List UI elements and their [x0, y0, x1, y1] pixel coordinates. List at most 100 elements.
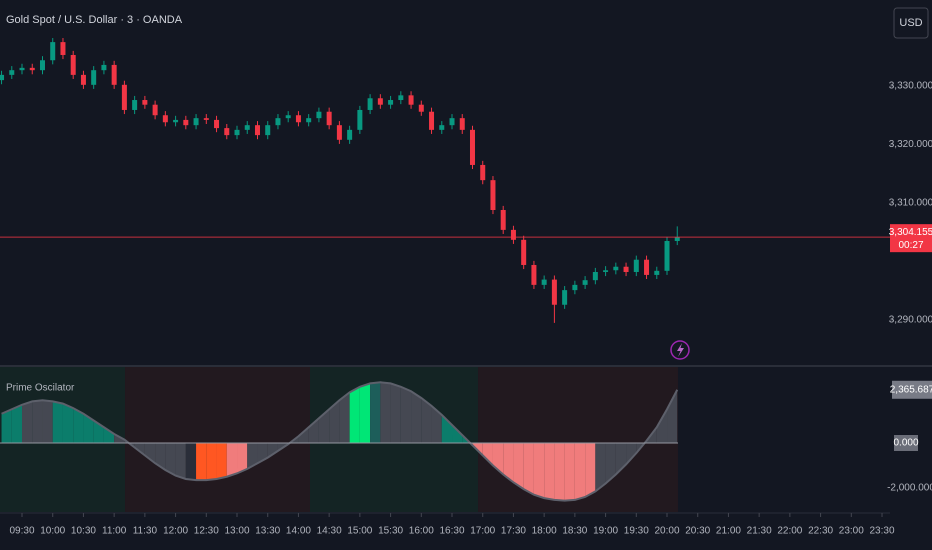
oscillator-fill	[329, 400, 340, 443]
y-tick-label: 3,290.000	[889, 315, 932, 326]
x-tick-label: 17:00	[470, 526, 495, 537]
oscillator-fill	[1, 409, 12, 443]
candle-body	[367, 98, 373, 110]
x-tick-label: 18:00	[532, 526, 557, 537]
oscillator-fill	[32, 400, 43, 443]
oscillator-fill	[554, 442, 565, 501]
candle-body	[193, 118, 199, 126]
candle-body	[490, 180, 496, 210]
candle-body	[254, 125, 260, 136]
oscillator-fill	[206, 442, 217, 481]
candle-body	[388, 100, 394, 105]
x-tick-label: 11:00	[102, 526, 127, 537]
candle-body	[295, 115, 301, 123]
candle-body	[623, 266, 629, 272]
candle-body	[19, 67, 25, 71]
last-price-box	[890, 224, 932, 253]
oscillator-fill	[339, 392, 350, 443]
candle-body	[551, 279, 557, 305]
oscillator-line	[1, 381, 679, 502]
y-tick-label: 0.000	[893, 438, 918, 449]
candle-body	[326, 111, 332, 126]
candle-body	[214, 119, 220, 129]
candle-body	[633, 259, 639, 272]
candle-body	[418, 104, 424, 112]
candle-body	[101, 64, 107, 71]
x-tick-label: 16:00	[409, 526, 434, 537]
candle-body	[111, 64, 117, 85]
oscillator-fill	[62, 403, 74, 443]
candle-body	[439, 125, 445, 130]
background-zone	[125, 367, 311, 512]
candle-body	[459, 118, 465, 130]
x-tick-label: 20:30	[685, 526, 710, 537]
candle-body	[357, 109, 363, 130]
x-tick-label: 23:30	[869, 526, 894, 537]
candle-body	[234, 129, 240, 136]
y-tick-label: -2,000.000	[887, 483, 932, 494]
candle-body	[306, 118, 312, 123]
oscillator-fill	[370, 382, 381, 443]
x-tick-label: 23:00	[839, 526, 864, 537]
candle-body	[531, 264, 537, 285]
x-tick-label: 16:30	[439, 526, 464, 537]
x-tick-label: 19:30	[624, 526, 649, 537]
last-value-box	[892, 380, 932, 399]
candle-body	[398, 95, 404, 101]
candle-body	[316, 111, 322, 119]
x-tick-label: 10:00	[40, 526, 65, 537]
candle-body	[664, 240, 670, 271]
oscillator-fill	[73, 408, 84, 443]
y-tick-box	[894, 434, 918, 451]
candle-body	[480, 164, 486, 181]
oscillator-fill	[196, 442, 207, 481]
oscillator-fill	[155, 442, 166, 470]
oscillator-fill	[431, 405, 442, 443]
event-icon[interactable]	[670, 340, 690, 360]
x-tick-label: 19:00	[593, 526, 618, 537]
oscillator-fill	[605, 442, 616, 484]
candle-body	[500, 209, 506, 230]
candle-body	[9, 70, 15, 75]
candle-body	[469, 129, 475, 165]
candle-body	[91, 70, 97, 85]
axes: 0.000 -2,000.000 2,365.687 3,304.155 00:27 3,…	[9, 81, 932, 537]
candle-body	[50, 42, 56, 61]
candle-body	[70, 54, 76, 75]
y-tick-label: 3,320.000	[889, 139, 932, 150]
oscillator-fill	[11, 404, 23, 443]
candle-body	[244, 125, 250, 130]
candle-body	[644, 259, 650, 275]
oscillator-fill	[626, 442, 637, 465]
oscillator-fill	[411, 391, 422, 443]
candle-body	[173, 119, 179, 123]
oscillator-fill	[83, 413, 94, 443]
x-tick-label: 15:30	[378, 526, 403, 537]
candle-body	[510, 229, 516, 240]
oscillator-fill	[359, 383, 371, 443]
currency-label[interactable]: USD	[899, 17, 922, 29]
oscillator	[0, 381, 679, 502]
candle-body	[347, 129, 353, 140]
candle-body	[203, 118, 209, 120]
candle-body	[408, 95, 414, 105]
oscillator-title: Prime Oscilator	[6, 383, 75, 394]
oscillator-fill	[22, 401, 33, 443]
y-tick-label: 3,310.000	[889, 198, 932, 209]
chart-title: Gold Spot / U.S. Dollar · 3 · OANDA	[6, 14, 183, 26]
candle-body	[613, 266, 619, 271]
oscillator-fill	[144, 442, 156, 464]
last-price-label: 3,304.155	[889, 227, 932, 238]
x-tick-label: 13:30	[255, 526, 280, 537]
x-tick-label: 22:00	[777, 526, 802, 537]
oscillator-fill	[226, 442, 238, 477]
oscillator-fill	[564, 442, 575, 501]
oscillator-fill	[667, 389, 678, 443]
candle-body	[603, 270, 609, 272]
candle-body	[377, 98, 383, 105]
currency-button[interactable]	[893, 7, 929, 39]
candle-body	[0, 74, 5, 81]
candle-body	[265, 125, 271, 136]
